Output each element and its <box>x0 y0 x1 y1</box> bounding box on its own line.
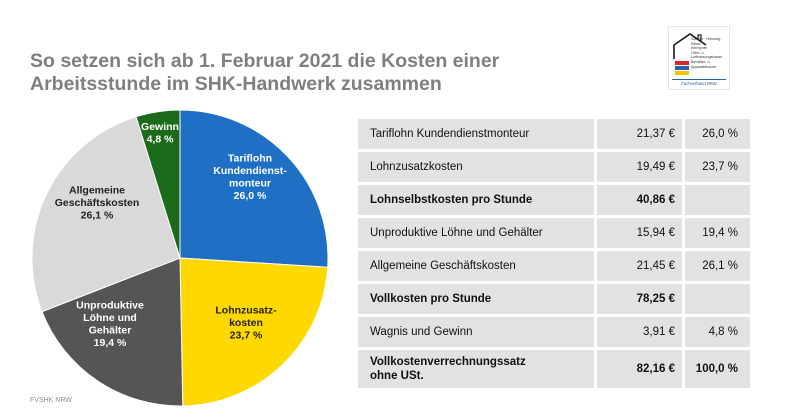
pie-label-line: 23,7 % <box>230 330 263 342</box>
table-row: Vollkostenverrechnungssatz ohne USt. 82,16… <box>358 350 750 388</box>
cost-table-body: Tariflohn Kundendienstmonteur 21,37 €26,0… <box>358 119 750 388</box>
cost-pie-chart: Tariflohn Kundendienst-monteur 26,0 % Lohnz… <box>31 109 329 407</box>
logo-line-3: Ofen- u. Luftheizungsbauer <box>691 50 723 60</box>
table-row: Unproduktive Löhne und Gehälter 15,94 €19… <box>358 218 750 248</box>
logo-footer: Fachverband NRW <box>672 79 726 86</box>
row-label: Lohnzusatzkosten <box>358 152 597 182</box>
table-row: Lohnselbstkosten pro Stunde 40,86 € <box>358 185 750 215</box>
row-label: Unproduktive Löhne und Gehälter <box>358 218 597 248</box>
table-row: Allgemeine Geschäftskosten 21,45 €26,1 % <box>358 251 750 281</box>
row-amount: 15,94 € <box>596 218 685 248</box>
pie-label-line: Löhne und <box>83 312 137 324</box>
logo-yellow-bar <box>675 71 689 75</box>
row-percent: 23,7 % <box>684 152 750 182</box>
row-amount: 21,37 € <box>596 119 685 149</box>
association-logo: Sanitär · Heizung · Klima Klempner Ofen-… <box>668 26 730 90</box>
row-percent: 100,0 % <box>684 350 750 388</box>
pie-label-0: Tariflohn Kundendienst-monteur 26,0 % <box>213 152 287 202</box>
pie-label-line: 26,1 % <box>81 210 114 222</box>
logo-line-4: Behälter- u. Apparatebauer <box>691 59 717 69</box>
row-label: Wagnis und Gewinn <box>358 317 597 347</box>
house-roof-icon <box>673 33 707 59</box>
footer-source: FVSHK NRW <box>30 397 72 404</box>
pie-slice-4 <box>135 109 181 259</box>
pie-label-line: Lohnzusatz- <box>215 305 277 317</box>
title-line-1: So setzen sich ab 1. Februar 2021 die Ko… <box>30 50 500 72</box>
page-title: So setzen sich ab 1. Februar 2021 die Ko… <box>30 50 590 96</box>
row-label: Vollkostenverrechnungssatz ohne USt. <box>358 350 597 388</box>
row-amount: 19,49 € <box>596 152 685 182</box>
logo-line-1: Sanitär · Heizung · Klima <box>691 37 723 46</box>
pie-label-line: 4,8 % <box>147 133 175 145</box>
row-label: Tariflohn Kundendienstmonteur <box>358 119 597 149</box>
pie-label-1: Lohnzusatz-kosten 23,7 % <box>215 305 277 342</box>
pie-label-line: Allgemeine <box>69 185 125 197</box>
row-amount: 82,16 € <box>596 350 685 388</box>
title-line-2: Arbeitsstunde im SHK-Handwerk zusammen <box>30 73 442 95</box>
row-label: Lohnselbstkosten pro Stunde <box>358 185 597 215</box>
pie-slice-0 <box>179 109 329 268</box>
pie-label-line: 26,0 % <box>234 190 267 202</box>
pie-label-2: Unproduktive Löhne und Gehälter 19,4 % <box>76 299 144 349</box>
row-percent: 26,0 % <box>684 119 750 149</box>
row-amount: 3,91 € <box>596 317 685 347</box>
logo-blue-bar <box>675 66 689 70</box>
row-label: Allgemeine Geschäftskosten <box>358 251 597 281</box>
row-percent <box>684 185 750 215</box>
pie-label-line: Gehälter <box>89 324 132 336</box>
pie-slice-1 <box>179 257 329 407</box>
logo-line-2: Klempner <box>691 46 708 51</box>
pie-label-line: Tariflohn <box>228 152 272 164</box>
row-percent <box>684 284 750 314</box>
pie-label-line: kosten <box>229 317 263 329</box>
row-percent: 4,8 % <box>684 317 750 347</box>
row-percent: 19,4 % <box>684 218 750 248</box>
row-label: Vollkosten pro Stunde <box>358 284 597 314</box>
logo-text: Sanitär · Heizung · Klima Klempner Ofen-… <box>691 37 729 69</box>
table-row: Wagnis und Gewinn 3,91 €4,8 % <box>358 317 750 347</box>
pie-label-line: Geschäftskosten <box>55 197 140 209</box>
table-row: Vollkosten pro Stunde 78,25 € <box>358 284 750 314</box>
pie-label-line: 19,4 % <box>94 337 127 349</box>
table-row: Lohnzusatzkosten 19,49 €23,7 % <box>358 152 750 182</box>
pie-label-line: Gewinn <box>141 121 179 133</box>
logo-red-bar <box>675 61 689 65</box>
pie-label-3: Allgemeine Geschäftskosten 26,1 % <box>55 185 140 222</box>
pie-slice-2 <box>41 257 184 407</box>
pie-label-4: Gewinn 4,8 % <box>141 121 179 146</box>
row-amount: 78,25 € <box>596 284 685 314</box>
pie-label-line: monteur <box>229 177 271 189</box>
pie-label-line: Unproduktive <box>76 299 144 311</box>
row-amount: 40,86 € <box>596 185 685 215</box>
cost-table: Tariflohn Kundendienstmonteur 21,37 €26,0… <box>358 116 750 391</box>
row-amount: 21,45 € <box>596 251 685 281</box>
pie-label-line: Kundendienst- <box>213 165 287 177</box>
table-row: Tariflohn Kundendienstmonteur 21,37 €26,0… <box>358 119 750 149</box>
row-percent: 26,1 % <box>684 251 750 281</box>
pie-slice-3 <box>31 116 181 313</box>
